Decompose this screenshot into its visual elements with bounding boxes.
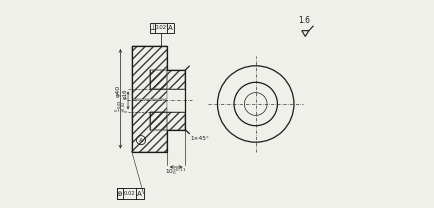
Text: ⊥: ⊥ bbox=[149, 23, 156, 32]
Circle shape bbox=[119, 193, 120, 194]
Text: 10$^{+0.11}_{0}$: 10$^{+0.11}_{0}$ bbox=[165, 166, 187, 177]
Bar bbox=[116, 188, 122, 199]
Bar bbox=[150, 23, 174, 33]
Text: A: A bbox=[137, 191, 141, 197]
Text: 0.02: 0.02 bbox=[123, 191, 135, 196]
Text: $^{+0.02}_{0}$: $^{+0.02}_{0}$ bbox=[120, 100, 131, 113]
Text: 1.6: 1.6 bbox=[298, 16, 309, 25]
Text: $^{0}_{-0.03}$: $^{0}_{-0.03}$ bbox=[113, 98, 123, 111]
Text: A: A bbox=[138, 138, 143, 143]
Text: 0.02: 0.02 bbox=[155, 25, 167, 30]
Text: A: A bbox=[168, 25, 172, 31]
Bar bbox=[116, 188, 143, 199]
Text: 1×45°: 1×45° bbox=[190, 136, 209, 141]
Text: φ16: φ16 bbox=[123, 89, 128, 99]
Text: φ40: φ40 bbox=[115, 84, 121, 97]
